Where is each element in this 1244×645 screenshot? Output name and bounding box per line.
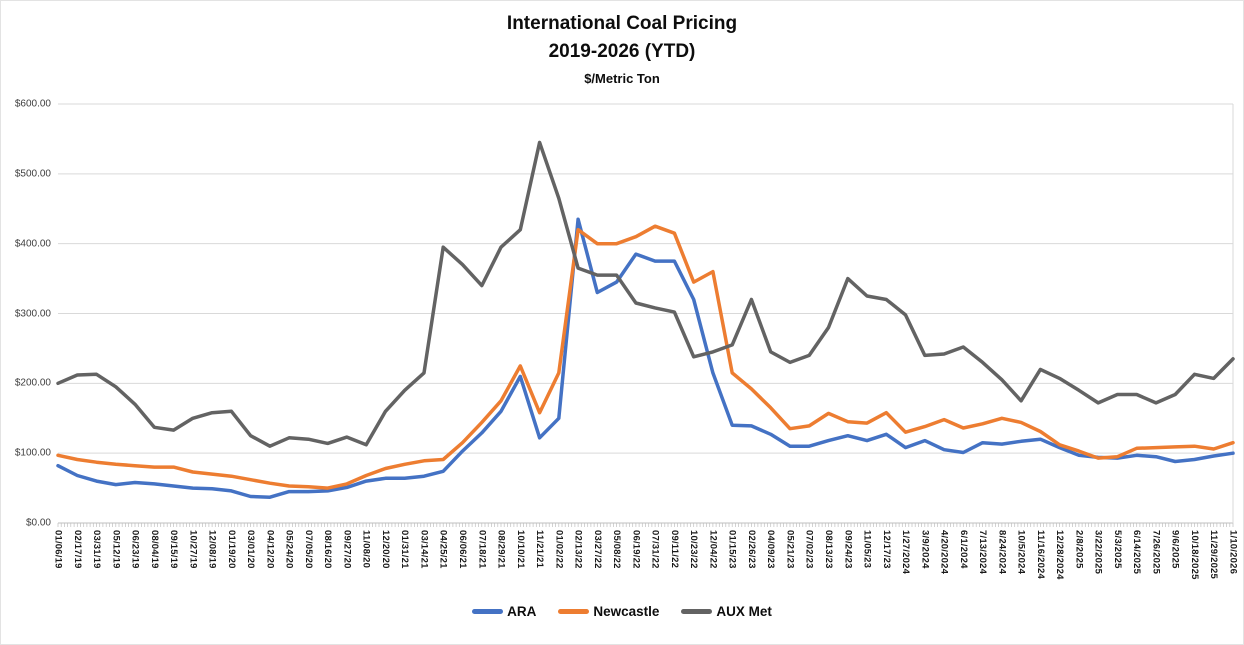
- x-axis-label: 03/01/20: [245, 530, 257, 569]
- y-axis-label: $100.00: [14, 447, 51, 459]
- x-axis-label: 7/13/2024: [977, 530, 989, 575]
- y-axis-label: $500.00: [14, 168, 51, 180]
- x-axis-label: 11/05/23: [861, 530, 873, 569]
- y-axis-label: $0.00: [25, 517, 51, 529]
- x-axis-label: 01/15/23: [726, 530, 738, 569]
- x-axis-label: 01/02/22: [553, 530, 565, 569]
- x-axis-label: 07/02/23: [803, 530, 815, 569]
- x-axis-label: 10/10/21: [514, 530, 526, 569]
- y-axis-label: $200.00: [14, 377, 51, 389]
- legend-item-ara[interactable]: ARA: [472, 604, 536, 619]
- x-axis-label: 10/5/2024: [1015, 530, 1027, 575]
- x-axis-label: 9/6/2025: [1169, 530, 1181, 569]
- x-axis-label: 10/23/22: [688, 530, 700, 569]
- x-axis-label: 01/31/21: [399, 530, 411, 569]
- legend-item-newcastle[interactable]: Newcastle: [558, 604, 659, 619]
- x-axis-label: 11/16/2024: [1034, 530, 1046, 580]
- y-axis-label: $400.00: [14, 238, 51, 250]
- x-axis-label: 07/05/20: [302, 530, 314, 569]
- x-axis-label: 12/28/2024: [1054, 530, 1066, 580]
- legend-swatch: [681, 609, 713, 614]
- x-axis-label: 11/29/2025: [1208, 530, 1220, 580]
- x-axis-label: 6/14/2025: [1131, 530, 1143, 575]
- x-axis-label: 12/08/19: [206, 530, 218, 569]
- y-axis-label: $300.00: [14, 308, 51, 319]
- x-axis-label: 09/27/20: [341, 530, 353, 569]
- x-axis-label: 06/19/22: [630, 530, 642, 569]
- x-axis-label: 09/15/19: [168, 530, 180, 569]
- x-axis-label: 06/06/21: [457, 530, 468, 569]
- x-axis-label: 12/20/20: [379, 530, 391, 569]
- x-axis-label: 12/04/22: [707, 530, 719, 569]
- x-axis-label: 5/3/2025: [1111, 530, 1123, 569]
- chart-title-line2: 2019-2026 (YTD): [548, 41, 696, 62]
- x-axis-label: 03/14/21: [418, 530, 430, 569]
- series-line-aux-met[interactable]: [56, 140, 1235, 448]
- x-axis-label: 05/21/23: [784, 530, 796, 569]
- x-axis-label: 10/18/2025: [1188, 530, 1200, 580]
- series-line-ara[interactable]: [56, 217, 1235, 499]
- legend-label: Newcastle: [593, 604, 660, 619]
- x-axis-label: 11/08/20: [360, 530, 372, 569]
- x-axis-label: 04/25/21: [437, 530, 449, 569]
- x-axis-label: 11/21/21: [534, 530, 546, 569]
- x-axis-label: 05/08/22: [611, 530, 623, 569]
- x-axis-label: 02/13/22: [572, 530, 584, 569]
- x-axis-label: 03/31/19: [91, 530, 103, 569]
- x-axis-label: 08/16/20: [322, 530, 334, 569]
- x-axis-label: 3/22/2025: [1092, 530, 1104, 575]
- series-line-newcastle[interactable]: [56, 224, 1235, 490]
- x-axis-label: 08/04/19: [148, 530, 160, 569]
- chart-title: International Coal Pricing: [506, 13, 738, 34]
- x-axis-label: 07/31/22: [649, 530, 661, 569]
- x-axis-label: 04/09/23: [765, 530, 777, 569]
- legend-label: ARA: [507, 604, 537, 619]
- x-axis-label: 05/24/20: [283, 530, 295, 569]
- x-axis-label: 2/8/2025: [1073, 530, 1085, 569]
- x-axis-label: 7/26/2025: [1150, 530, 1162, 575]
- x-axis-label: 07/18/21: [476, 530, 488, 569]
- x-axis-label: 04/12/20: [264, 530, 276, 569]
- chart-legend: ARA Newcastle AUX Met: [1, 604, 1243, 619]
- x-axis-label: 02/17/19: [71, 530, 83, 569]
- legend-label: AUX Met: [716, 604, 772, 619]
- chart-subtitle: $/Metric Ton: [584, 71, 660, 86]
- x-axis-label: 09/24/23: [842, 530, 854, 569]
- x-axis-label: 09/11/22: [668, 530, 680, 569]
- x-axis-label: 06/23/19: [129, 530, 141, 569]
- y-axis-label: $600.00: [14, 98, 51, 110]
- x-axis-label: 01/19/20: [225, 530, 237, 569]
- x-axis-ticks: [57, 523, 1234, 527]
- x-axis-label: 08/13/23: [822, 530, 834, 569]
- x-axis-label: 4/20/2024: [938, 530, 950, 575]
- x-axis-label: 12/17/23: [880, 530, 892, 569]
- x-axis-label: 08/29/21: [495, 530, 507, 569]
- x-axis-label: 6/1/2024: [957, 530, 969, 569]
- x-axis-label: 02/26/23: [745, 530, 757, 569]
- x-axis-label: 05/12/19: [110, 530, 122, 569]
- x-axis-label: 01/06/19: [52, 530, 64, 569]
- x-axis-label: 1/27/2024: [900, 530, 912, 575]
- legend-swatch: [472, 609, 504, 614]
- x-axis-label: 3/9/2024: [919, 530, 931, 569]
- legend-swatch: [558, 609, 590, 614]
- x-axis-label: 1/10/2026: [1227, 530, 1239, 575]
- x-axis-label: 10/27/19: [187, 530, 199, 569]
- legend-item-aux-met[interactable]: AUX Met: [681, 604, 772, 619]
- x-axis-label: 03/27/22: [591, 530, 603, 569]
- x-axis-label: 8/24/2024: [996, 530, 1008, 575]
